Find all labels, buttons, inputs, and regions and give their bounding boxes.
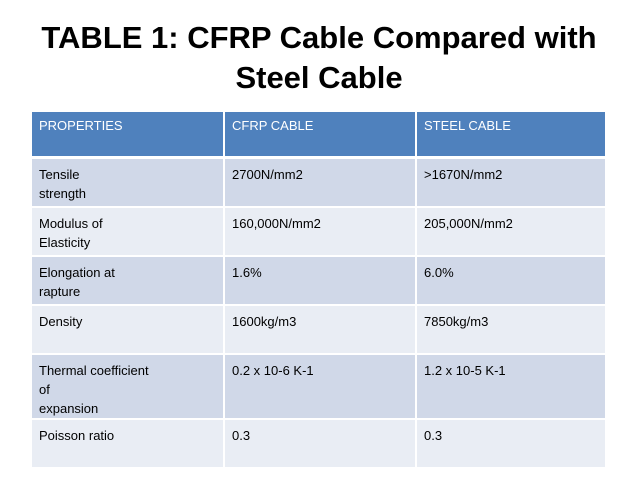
table-row: Thermal coefficient of expansion 0.2 x 1… (32, 353, 607, 420)
comparison-table: PROPERTIES CFRP CABLE STEEL CABLE Tensil… (32, 112, 607, 469)
table-row: Tensile strength 2700N/mm2 >1670N/mm2 (32, 157, 607, 208)
table-row: Modulus of Elasticity 160,000N/mm2 205,0… (32, 206, 607, 257)
steel-value-cell: 1.2 x 10-5 K-1 (416, 353, 607, 420)
cfrp-value-cell: 2700N/mm2 (224, 157, 417, 208)
cfrp-value-cell: 0.3 (224, 418, 417, 469)
steel-value-cell: >1670N/mm2 (416, 157, 607, 208)
property-name-cell: Elongation at rapture (32, 255, 225, 306)
header-properties: PROPERTIES (32, 112, 225, 159)
property-name-cell: Poisson ratio (32, 418, 225, 469)
table-row: Density 1600kg/m3 7850kg/m3 (32, 304, 607, 355)
steel-value-cell: 0.3 (416, 418, 607, 469)
slide-title-line-2: Steel Cable (235, 60, 403, 95)
property-name-cell: Density (32, 304, 225, 355)
steel-value-cell: 6.0% (416, 255, 607, 306)
property-name-cell: Modulus of Elasticity (32, 206, 225, 257)
slide-title-line-1: TABLE 1: CFRP Cable Compared with (41, 20, 597, 55)
table-row: Poisson ratio 0.3 0.3 (32, 418, 607, 469)
header-cfrp-cable: CFRP CABLE (224, 112, 417, 159)
cfrp-value-cell: 1.6% (224, 255, 417, 306)
cfrp-value-cell: 1600kg/m3 (224, 304, 417, 355)
cfrp-value-cell: 160,000N/mm2 (224, 206, 417, 257)
steel-value-cell: 205,000N/mm2 (416, 206, 607, 257)
steel-value-cell: 7850kg/m3 (416, 304, 607, 355)
header-steel-cable: STEEL CABLE (416, 112, 607, 159)
property-name-cell: Tensile strength (32, 157, 225, 208)
slide-title: TABLE 1: CFRP Cable Compared with Steel … (20, 18, 618, 98)
table-row: Elongation at rapture 1.6% 6.0% (32, 255, 607, 306)
property-name-cell: Thermal coefficient of expansion (32, 353, 225, 420)
table-header-row: PROPERTIES CFRP CABLE STEEL CABLE (32, 112, 607, 159)
cfrp-value-cell: 0.2 x 10-6 K-1 (224, 353, 417, 420)
